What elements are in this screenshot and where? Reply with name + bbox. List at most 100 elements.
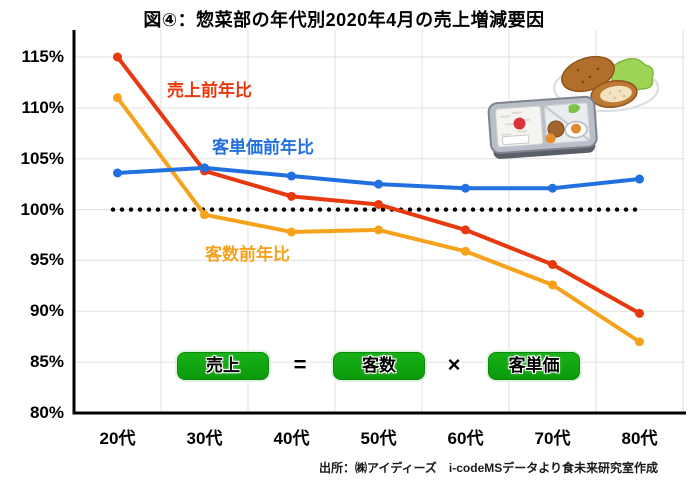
reference-line-dot — [380, 207, 386, 212]
reference-line-dot — [515, 207, 521, 212]
reference-line-dot — [119, 207, 125, 212]
data-point-marker — [635, 174, 644, 184]
data-point-marker — [548, 183, 557, 193]
equals-sign: = — [293, 352, 307, 377]
reference-line-dot — [479, 207, 485, 212]
reference-line-dot — [272, 207, 278, 212]
source-note: 出所：㈱アイディーズ i-codeMSデータより食未来研究室作成 — [318, 461, 658, 475]
reference-line-dot — [560, 207, 566, 212]
reference-line-dot — [533, 207, 539, 212]
formula-box-customers: 客数 — [333, 352, 425, 380]
reference-line-dot — [299, 207, 305, 212]
reference-line-dot — [371, 207, 377, 212]
reference-line-dot — [317, 207, 323, 212]
reference-line-dot — [551, 207, 557, 212]
reference-line-dot — [632, 207, 638, 212]
reference-line-dot — [290, 207, 296, 212]
reference-line-dot — [524, 207, 530, 212]
reference-line-dot — [452, 207, 458, 212]
reference-line-dot — [434, 207, 440, 212]
reference-line-dot — [245, 207, 251, 212]
y-tick-label: 105% — [20, 148, 64, 168]
reference-line-dot — [263, 207, 269, 212]
reference-line-dot — [587, 207, 593, 212]
x-tick-label: 30代 — [186, 429, 223, 448]
reference-line-dot — [236, 207, 242, 212]
reference-line-dot — [281, 207, 287, 212]
x-tick-label: 80代 — [621, 429, 658, 448]
reference-line-dot — [425, 207, 431, 212]
data-point-marker — [113, 93, 122, 103]
data-point-marker — [113, 168, 122, 178]
reference-line-dot — [578, 207, 584, 212]
data-point-marker — [374, 179, 383, 189]
y-tick-label: 90% — [29, 301, 64, 321]
reference-line-dot — [416, 207, 422, 212]
data-point-marker — [113, 52, 122, 62]
reference-line-dot — [209, 207, 215, 212]
data-point-marker — [635, 308, 644, 318]
x-tick-label: 60代 — [447, 429, 484, 448]
data-point-marker — [287, 227, 296, 237]
food-illustration — [487, 55, 659, 159]
reference-line-dot — [443, 207, 449, 212]
data-point-marker — [461, 183, 470, 193]
reference-line-dot — [173, 207, 179, 212]
y-tick-label: 100% — [20, 199, 64, 219]
reference-line-dot — [596, 207, 602, 212]
reference-line-dot — [254, 207, 260, 212]
y-tick-label: 95% — [29, 250, 64, 270]
reference-line-dot — [164, 207, 170, 212]
reference-line-dot — [461, 207, 467, 212]
reference-line-dot — [308, 207, 314, 212]
x-tick-label: 40代 — [273, 429, 310, 448]
data-point-marker — [548, 259, 557, 269]
formula-box-sales: 売上 — [177, 352, 269, 380]
bento-box-icon — [487, 95, 598, 159]
reference-line-dot — [182, 207, 188, 212]
data-point-marker — [374, 225, 383, 235]
page-title: 図④：惣菜部の年代別2020年4月の売上増減要因 — [143, 10, 545, 30]
series-label-sales-yoy: 売上前年比 — [167, 81, 252, 100]
reference-line-dot — [218, 207, 224, 212]
multiply-sign: × — [447, 352, 461, 377]
reference-line-dot — [344, 207, 350, 212]
reference-line-dot — [614, 207, 620, 212]
series-label-unit-price-yoy: 客単価前年比 — [212, 138, 314, 157]
reference-line-dot — [353, 207, 359, 212]
y-tick-label: 110% — [21, 97, 64, 117]
data-point-marker — [287, 171, 296, 181]
data-point-marker — [635, 337, 644, 347]
reference-line-dot — [623, 207, 629, 212]
reference-line-dot — [407, 207, 413, 212]
reference-line-dot — [362, 207, 368, 212]
reference-line-dot — [470, 207, 476, 212]
reference-line-dot — [605, 207, 611, 212]
reference-line-dot — [146, 207, 152, 212]
reference-line-dot — [191, 207, 197, 212]
data-point-marker — [287, 191, 296, 201]
data-point-marker — [200, 210, 209, 220]
y-tick-label: 115% — [21, 47, 64, 66]
reference-line-dot — [110, 207, 116, 212]
data-point-marker — [374, 199, 383, 209]
x-tick-label: 20代 — [99, 429, 136, 448]
data-point-marker — [461, 225, 470, 235]
reference-line-dot — [335, 207, 341, 212]
reference-line-dot — [128, 207, 134, 212]
y-tick-label: 80% — [29, 403, 64, 422]
formula-box-unit-price: 客単価 — [488, 352, 580, 380]
reference-line-dot — [488, 207, 494, 212]
reference-line-dot — [155, 207, 161, 212]
reference-line-dot — [326, 207, 332, 212]
reference-line-dot — [542, 207, 548, 212]
croquette-plate-icon — [553, 55, 659, 112]
reference-line-dot — [506, 207, 512, 212]
data-point-marker — [461, 246, 470, 256]
reference-line-dot — [227, 207, 233, 212]
series-label-customer-count-yoy: 客数前年比 — [205, 245, 290, 264]
reference-line-dot — [137, 207, 143, 212]
data-point-marker — [548, 280, 557, 290]
reference-line-dot — [497, 207, 503, 212]
